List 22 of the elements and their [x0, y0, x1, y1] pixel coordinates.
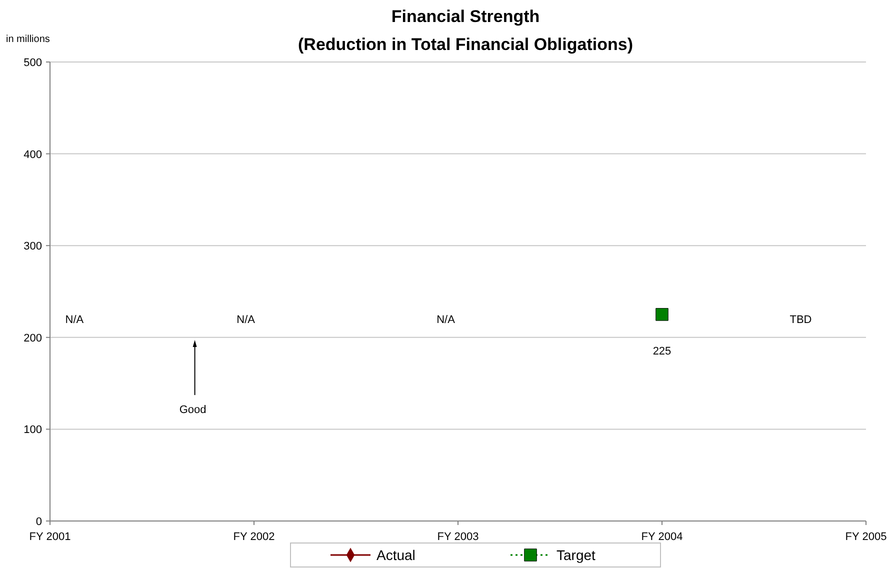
y-tick-label: 0 [36, 516, 42, 528]
y-axis-title: in millions [6, 34, 50, 45]
data-label: 225 [652, 345, 672, 358]
y-tick-label: 400 [24, 148, 42, 161]
x-tick-label: FY 2003 [437, 531, 479, 543]
x-tick-label: FY 2004 [641, 531, 683, 543]
annotation: N/A [65, 314, 84, 326]
annotation: N/A [236, 314, 256, 326]
chart-title: Financial Strength [391, 7, 540, 26]
y-tick-label: 500 [24, 57, 42, 69]
annotation: TBD [790, 314, 812, 326]
legend-label: Actual [376, 547, 416, 563]
y-tick-label: 300 [24, 240, 42, 253]
y-tick-label: 100 [24, 424, 42, 436]
chart-subtitle: (Reduction in Total Financial Obligations) [298, 35, 633, 54]
annotation: N/A [436, 314, 456, 326]
y-tick-label: 200 [24, 332, 42, 344]
x-tick-label: FY 2002 [233, 531, 275, 543]
x-tick-label: FY 2005 [845, 531, 887, 543]
legend-label: Target [556, 547, 596, 563]
annotation: Good [179, 404, 206, 416]
x-tick-label: FY 2001 [29, 531, 71, 543]
